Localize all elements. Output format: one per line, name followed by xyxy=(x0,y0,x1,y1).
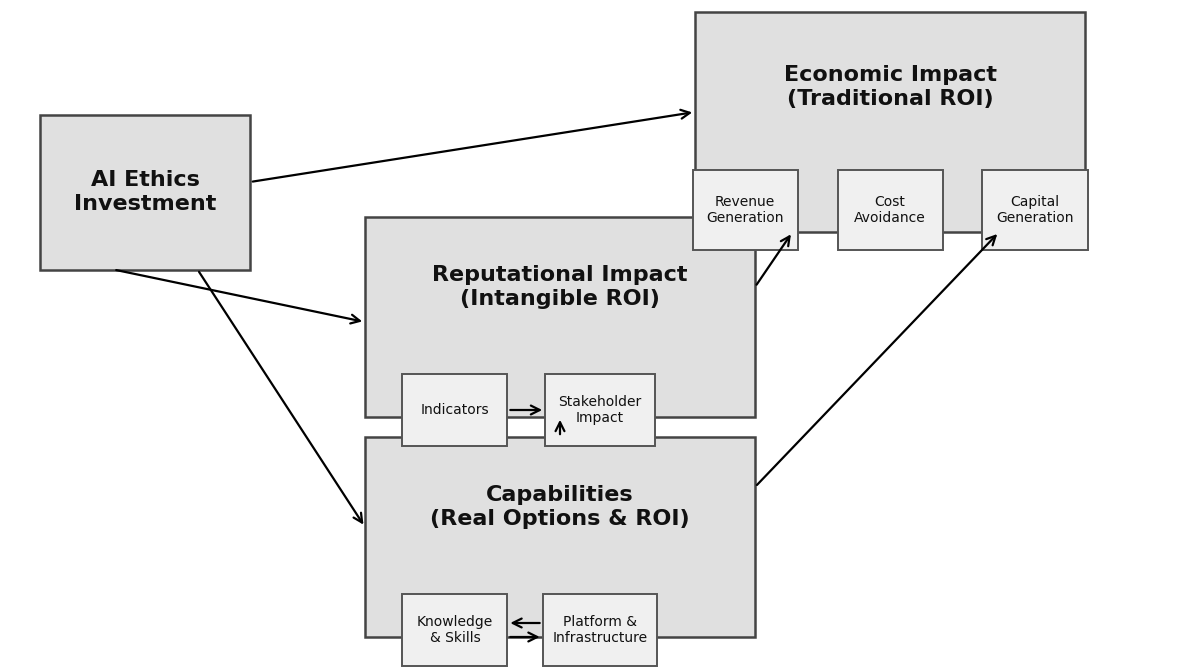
FancyBboxPatch shape xyxy=(402,374,508,446)
FancyBboxPatch shape xyxy=(40,114,250,269)
Text: AI Ethics
Investment: AI Ethics Investment xyxy=(74,171,216,214)
Text: Economic Impact
(Traditional ROI): Economic Impact (Traditional ROI) xyxy=(784,65,996,109)
Text: Cost
Avoidance: Cost Avoidance xyxy=(854,195,926,225)
FancyBboxPatch shape xyxy=(695,12,1085,232)
Text: Platform &
Infrastructure: Platform & Infrastructure xyxy=(552,615,648,645)
Text: Indicators: Indicators xyxy=(421,403,490,417)
Text: Capabilities
(Real Options & ROI): Capabilities (Real Options & ROI) xyxy=(430,485,690,529)
Text: Reputational Impact
(Intangible ROI): Reputational Impact (Intangible ROI) xyxy=(432,265,688,308)
FancyBboxPatch shape xyxy=(365,437,755,637)
FancyBboxPatch shape xyxy=(983,170,1087,250)
Text: Capital
Generation: Capital Generation xyxy=(996,195,1074,225)
FancyBboxPatch shape xyxy=(545,374,655,446)
FancyBboxPatch shape xyxy=(838,170,942,250)
FancyBboxPatch shape xyxy=(542,594,658,666)
FancyBboxPatch shape xyxy=(692,170,798,250)
FancyBboxPatch shape xyxy=(365,217,755,417)
Text: Stakeholder
Impact: Stakeholder Impact xyxy=(558,395,642,425)
Text: Knowledge
& Skills: Knowledge & Skills xyxy=(416,615,493,645)
Text: Revenue
Generation: Revenue Generation xyxy=(707,195,784,225)
FancyBboxPatch shape xyxy=(402,594,508,666)
